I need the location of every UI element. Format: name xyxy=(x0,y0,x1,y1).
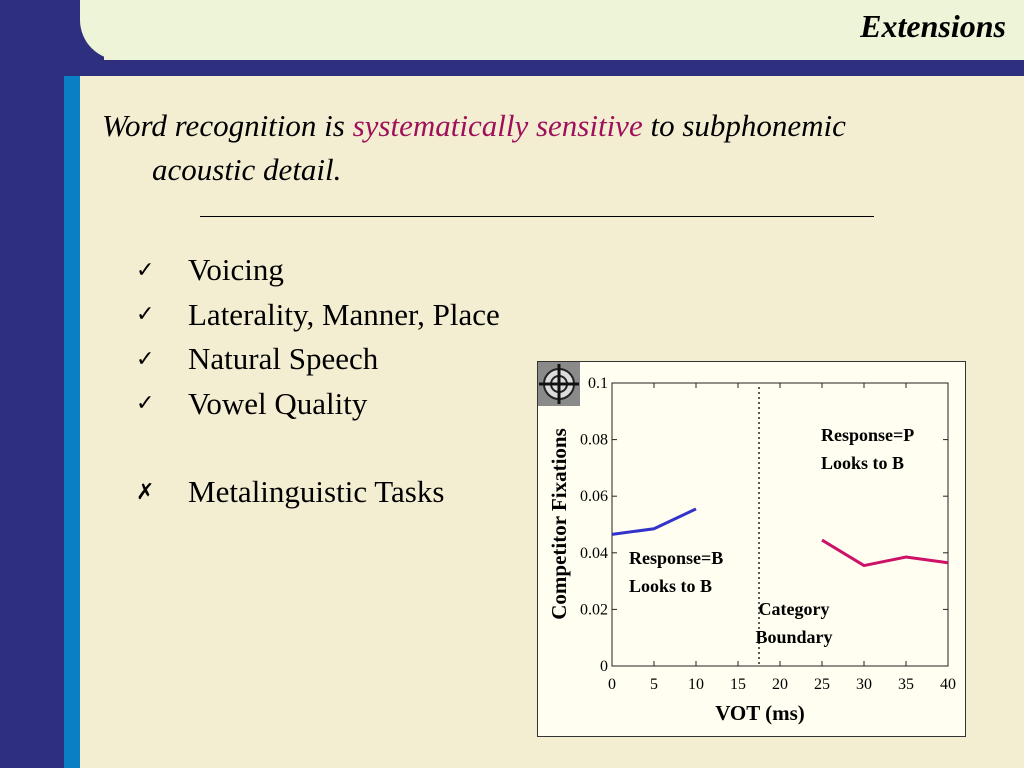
bullet-text: Metalinguistic Tasks xyxy=(188,474,445,510)
bullet-text: Vowel Quality xyxy=(188,385,368,421)
bullet-item: ✓ Natural Speech xyxy=(136,337,500,382)
subtitle-line2: acoustic detail. xyxy=(152,152,342,187)
annotation-response-p-line1: Response=P xyxy=(821,425,914,445)
subtitle-part1: Word recognition is xyxy=(102,108,353,143)
left-blue-bar xyxy=(64,76,80,768)
x-tick-label: 10 xyxy=(688,676,704,693)
header-band xyxy=(80,0,1024,60)
cross-icon: ✗ xyxy=(136,479,155,505)
chart-panel: 0 5 10 15 20 25 30 35 40 0 0.02 0.04 0.06 0.08 0.1 VO… xyxy=(537,361,966,737)
bullet-item: ✓ Voicing xyxy=(136,248,500,293)
crosshair-target-icon xyxy=(538,362,580,406)
bullet-text: Natural Speech xyxy=(188,341,379,377)
x-tick-label: 5 xyxy=(650,676,658,693)
annotation-response-b-line1: Response=B xyxy=(629,548,723,568)
bullet-item: ✗ Metalinguistic Tasks xyxy=(136,470,500,515)
y-tick-label: 0.1 xyxy=(588,375,608,392)
bullet-text: Laterality, Manner, Place xyxy=(188,296,500,332)
bullet-text: Voicing xyxy=(188,252,284,288)
y-axis-label: Competitor Fixations xyxy=(547,428,571,620)
y-tick-label: 0.06 xyxy=(580,488,608,505)
subtitle-highlight: systematically sensitive xyxy=(352,108,643,143)
x-tick-label: 15 xyxy=(730,676,746,693)
x-tick-label: 0 xyxy=(608,676,616,693)
competitor-fixations-chart: 0 5 10 15 20 25 30 35 40 0 0.02 0.04 0.06 0.08 0.1 VO… xyxy=(538,362,956,725)
annotation-response-b-line2: Looks to B xyxy=(629,576,712,596)
y-tick-label: 0.04 xyxy=(580,545,608,562)
series-line-0 xyxy=(611,507,697,536)
x-tick-label: 40 xyxy=(940,676,956,693)
subtitle-part2: to subphonemic xyxy=(642,108,846,143)
divider-line xyxy=(200,216,874,217)
check-icon: ✓ xyxy=(136,391,155,417)
x-tick-label: 20 xyxy=(772,676,788,693)
y-tick-label: 0.08 xyxy=(580,432,608,449)
bullet-item: ✓ Laterality, Manner, Place xyxy=(136,293,500,338)
annotation-boundary-line2: Boundary xyxy=(755,627,832,647)
series-line-1 xyxy=(821,538,949,568)
slide-title: Extensions xyxy=(860,8,1006,44)
bullet-list: ✓ Voicing ✓ Laterality, Manner, Place ✓ Nat… xyxy=(136,248,500,515)
check-icon: ✓ xyxy=(136,346,155,372)
x-axis-label: VOT (ms) xyxy=(715,701,805,725)
slide-subtitle: Word recognition is systematically sensi… xyxy=(102,104,1002,192)
header-strip xyxy=(64,60,1024,76)
x-tick-label: 30 xyxy=(856,676,872,693)
y-tick-label: 0 xyxy=(600,658,608,675)
check-icon: ✓ xyxy=(136,302,155,328)
y-tick-label: 0.02 xyxy=(580,601,608,618)
x-tick-label: 25 xyxy=(814,676,830,693)
bullet-item: ✓ Vowel Quality xyxy=(136,382,500,427)
check-icon: ✓ xyxy=(136,257,155,283)
annotation-response-p-line2: Looks to B xyxy=(821,453,904,473)
annotation-boundary-line1: Category xyxy=(759,599,830,619)
left-navy-bar xyxy=(0,0,64,768)
x-tick-label: 35 xyxy=(898,676,914,693)
